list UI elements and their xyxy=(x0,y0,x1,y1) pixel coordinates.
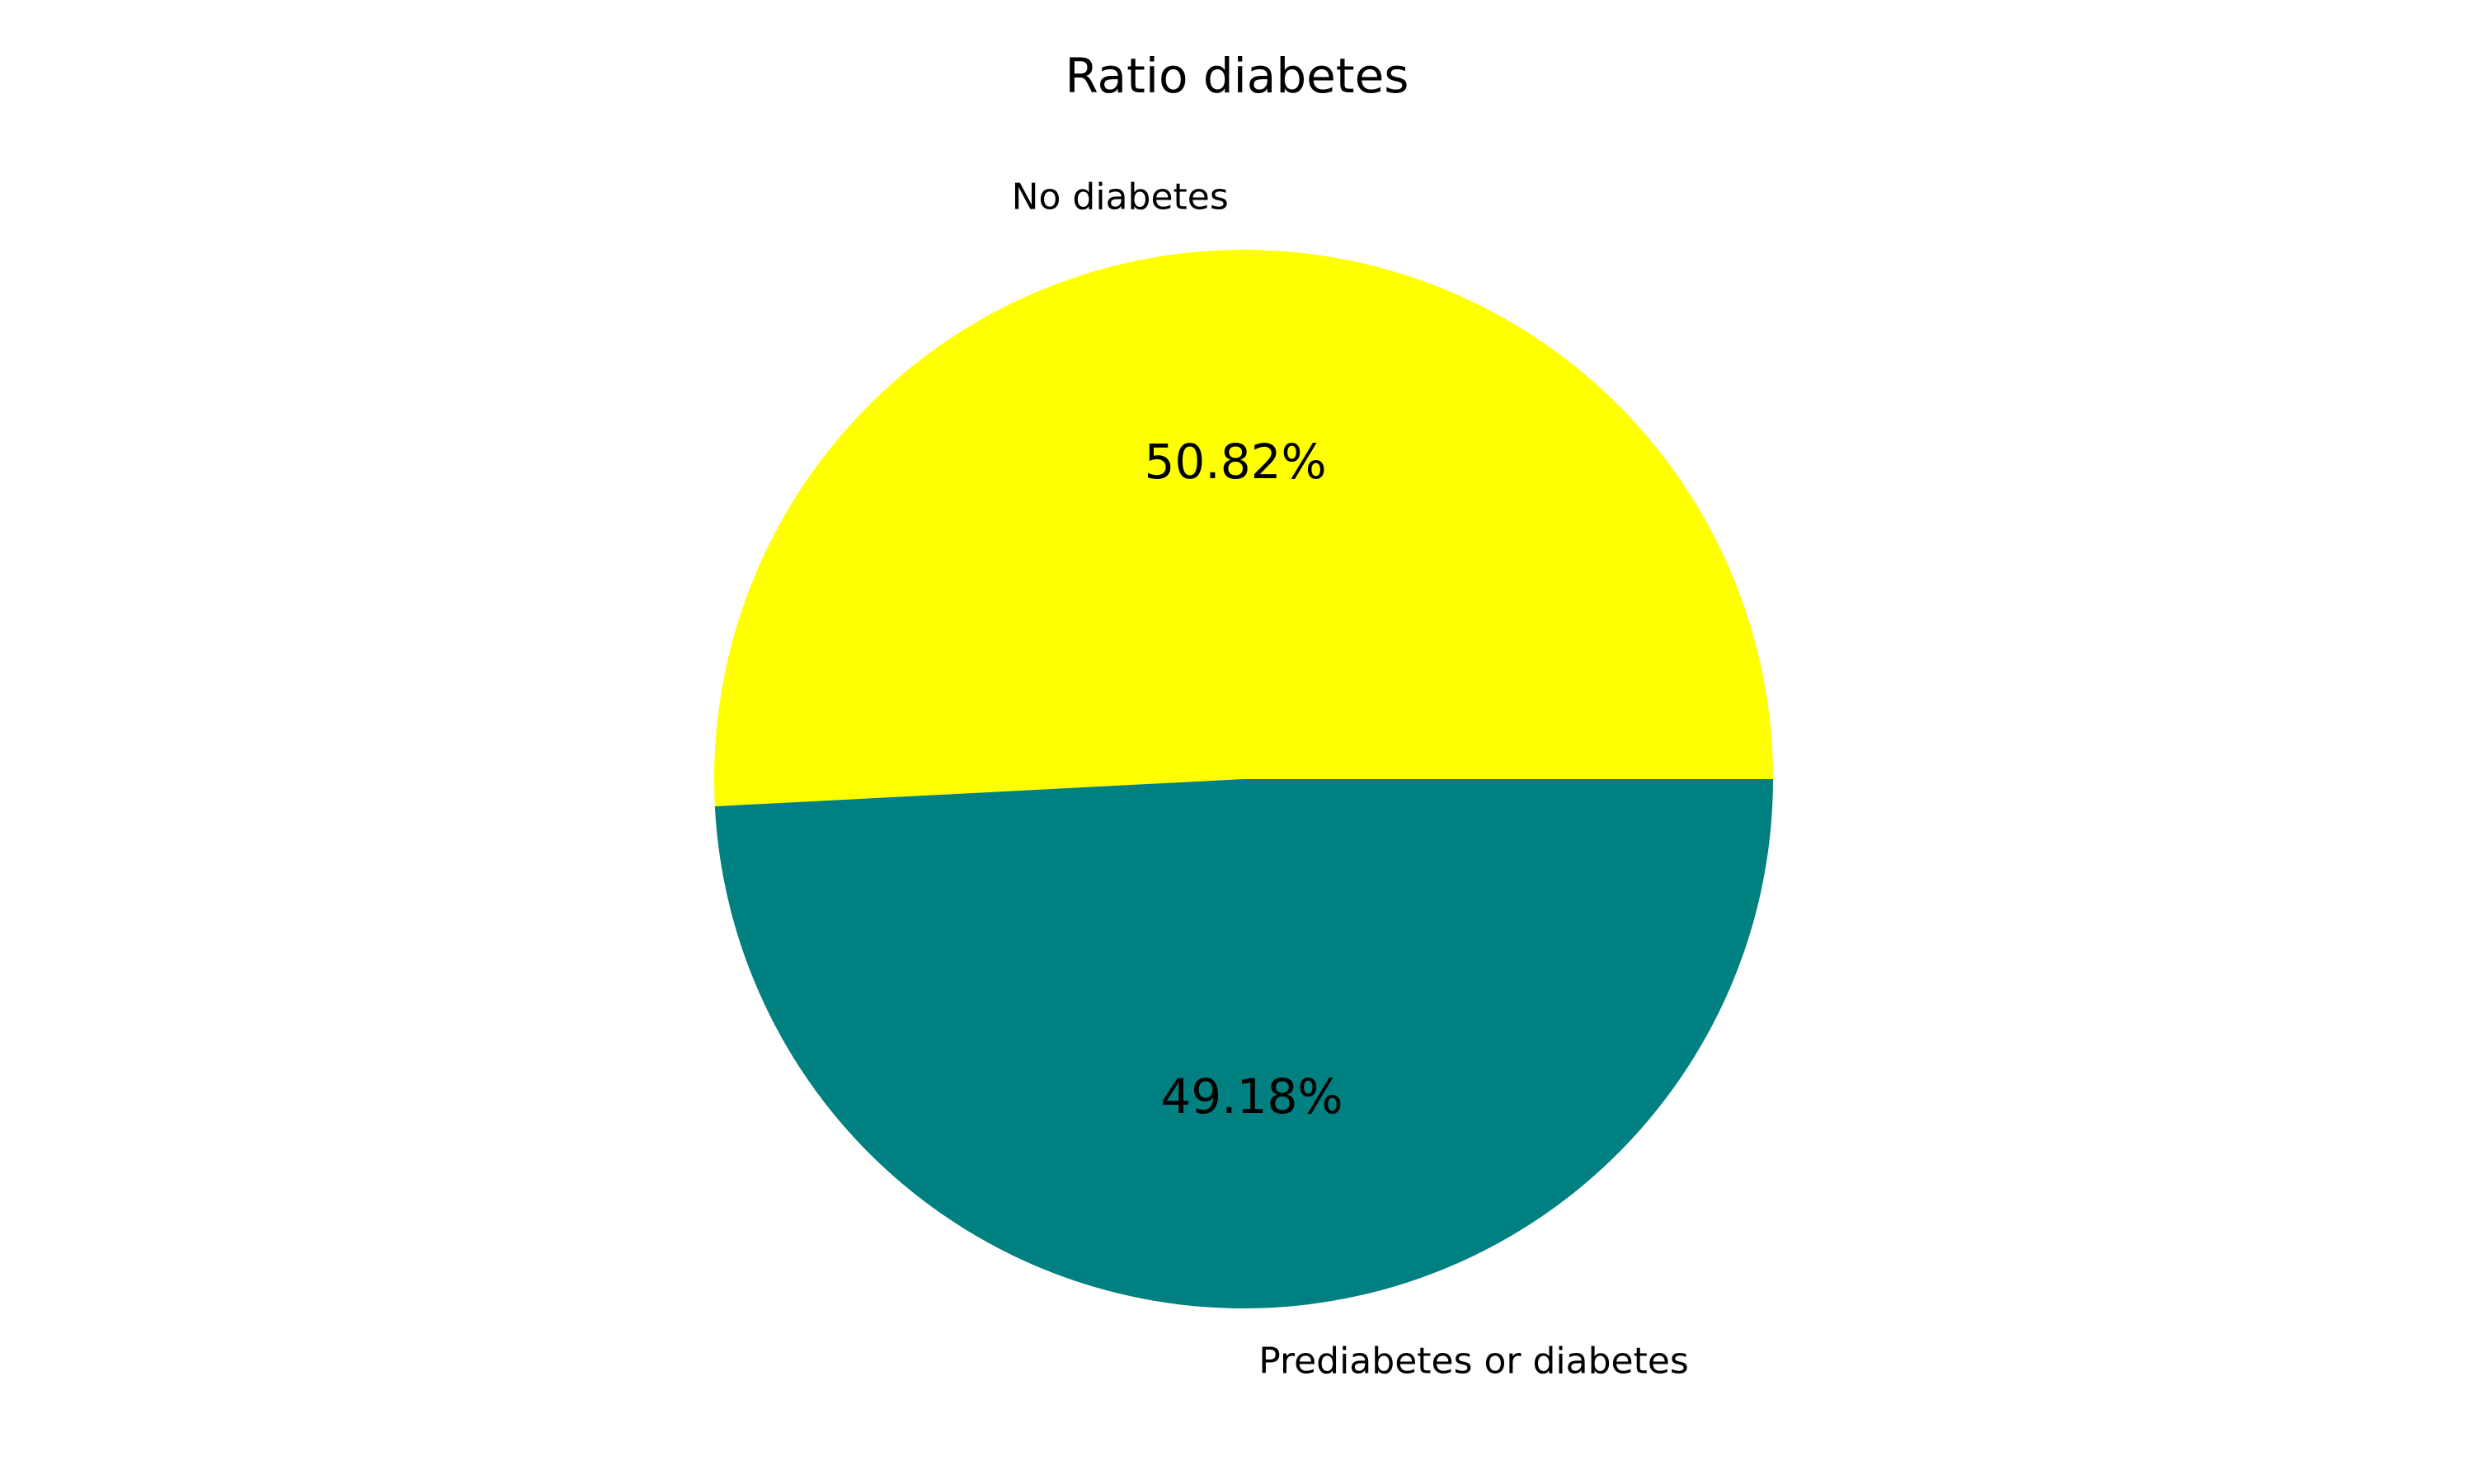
pie-labels: 50.82% No diabetes 49.18% Prediabetes or di… xyxy=(1012,176,1689,1383)
pie-slices xyxy=(713,249,1773,1308)
slice-percent-label: 49.18% xyxy=(1160,1068,1343,1125)
slice-category-label: Prediabetes or diabetes xyxy=(1258,1340,1689,1382)
chart-title: Ratio diabetes xyxy=(1065,48,1409,104)
slice-category-label: No diabetes xyxy=(1012,176,1229,218)
pie-slice xyxy=(714,779,1773,1308)
slice-percent-label: 50.82% xyxy=(1144,434,1326,490)
pie-slice xyxy=(713,249,1773,807)
